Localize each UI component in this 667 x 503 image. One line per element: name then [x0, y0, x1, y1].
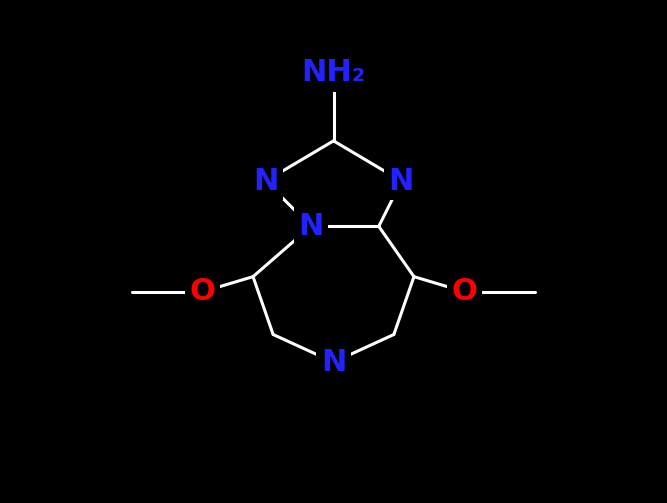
- Text: N: N: [389, 166, 414, 196]
- Text: N: N: [253, 166, 278, 196]
- Text: N: N: [321, 348, 346, 377]
- Text: NH₂: NH₂: [301, 58, 366, 88]
- Text: N: N: [298, 212, 323, 241]
- Text: O: O: [190, 277, 215, 306]
- Text: O: O: [452, 277, 477, 306]
